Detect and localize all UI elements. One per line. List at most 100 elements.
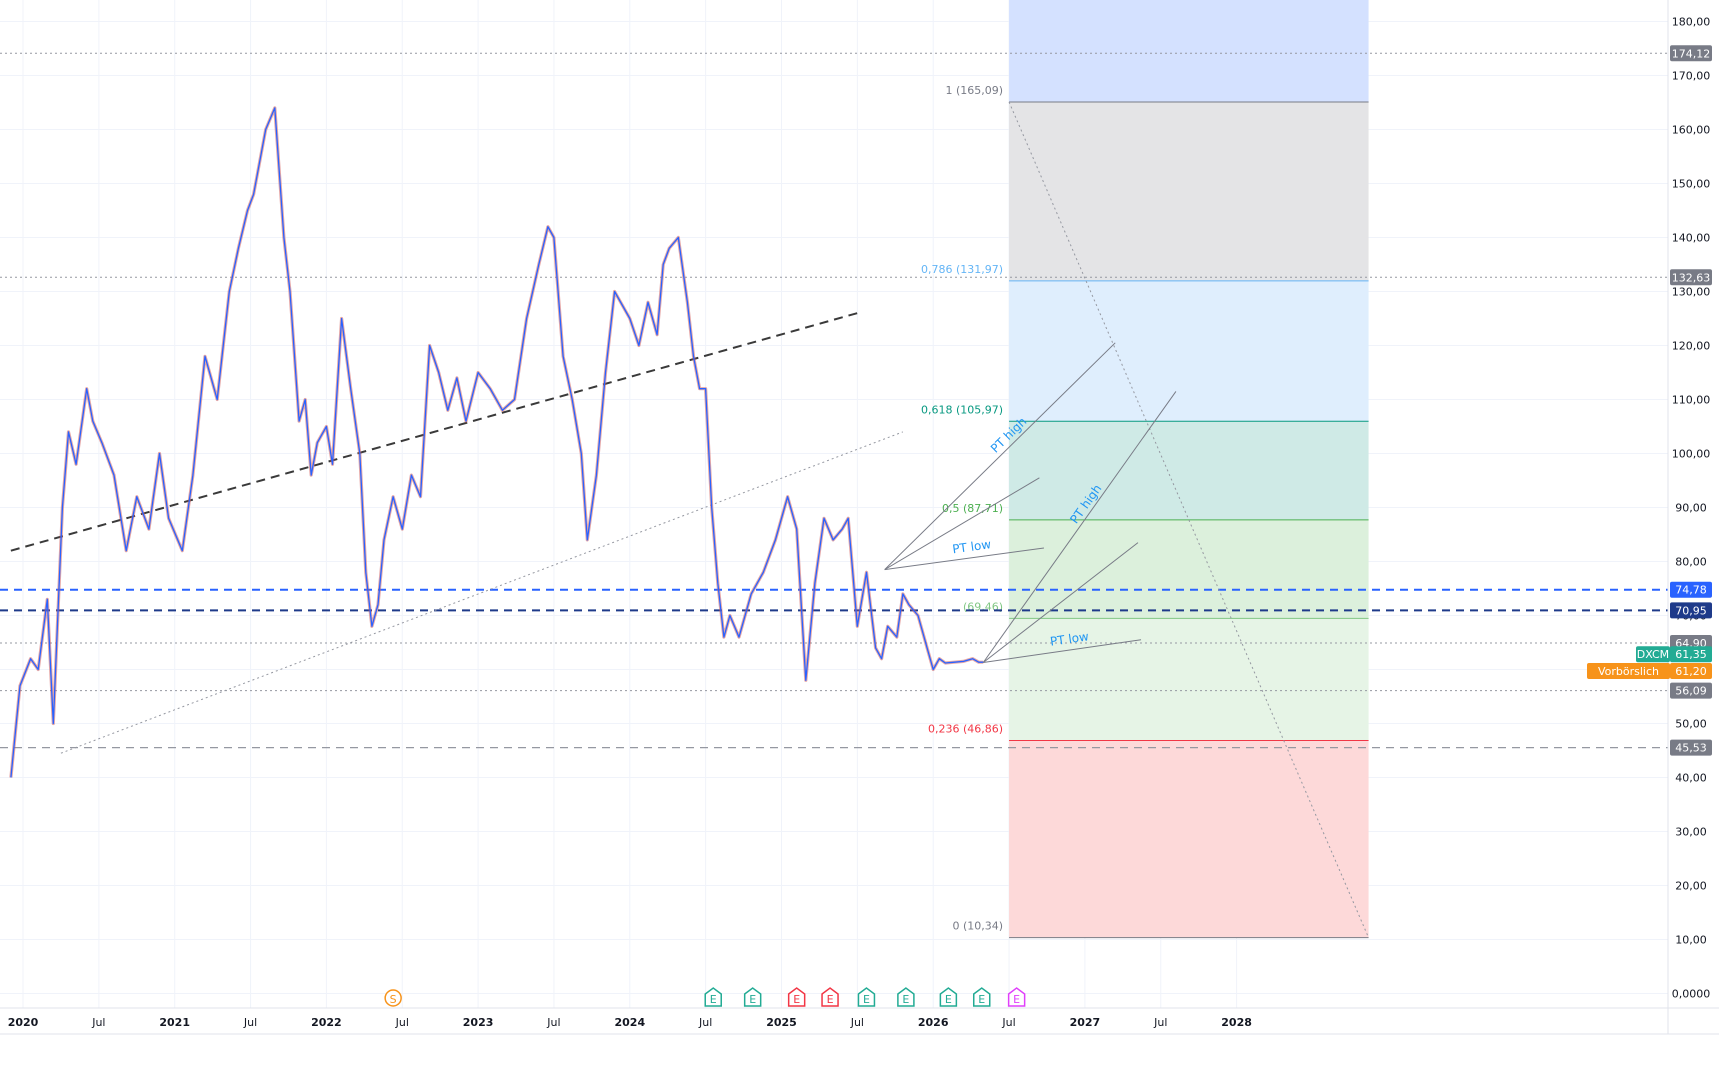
price-axis-tick-label: 80,00 <box>1675 556 1707 569</box>
earnings-icon[interactable] <box>939 987 958 1007</box>
event-marker-label: S <box>390 993 397 1006</box>
horizontal-levels[interactable] <box>0 52 1668 749</box>
time-axis-tick-label: 2020 <box>8 1016 39 1029</box>
price-level-badge-label: 56,09 <box>1675 685 1707 698</box>
price-axis-tick-label: 20,00 <box>1675 880 1707 893</box>
time-axis-tick-label: Jul <box>243 1016 257 1029</box>
fib-zone <box>1009 280 1369 422</box>
time-axis-tick-label: Jul <box>1153 1016 1167 1029</box>
fib-level-label: 0,236 (46,86) <box>928 722 1003 735</box>
time-axis-tick-label: Jul <box>1001 1016 1015 1029</box>
fib-zone <box>1009 740 1369 938</box>
event-marker-label: E <box>749 993 756 1006</box>
time-axis-tick-label: 2026 <box>918 1016 949 1029</box>
earnings-icon[interactable] <box>743 987 762 1007</box>
price-axis-tick-label: 90,00 <box>1675 502 1707 515</box>
projection-label: PT low <box>952 537 993 556</box>
projection-line[interactable] <box>884 547 1045 571</box>
price-axis-tick-label: 30,00 <box>1675 826 1707 839</box>
fib-retracement[interactable]: 1 (165,09) 0,786 (131,97) 0,618 (105,97) 0,… <box>921 0 1369 939</box>
event-marker-label: E <box>945 993 952 1006</box>
fib-level-label: 0,618 (105,97) <box>921 403 1003 416</box>
time-axis-tick-label: 2024 <box>614 1016 645 1029</box>
time-axis-tick-label: 2025 <box>766 1016 797 1029</box>
event-marker-label: E <box>793 993 800 1006</box>
price-series-line[interactable] <box>10 107 984 778</box>
trendlines[interactable] <box>10 101 1370 938</box>
event-marker-label: E <box>863 993 870 1006</box>
fib-zone <box>1009 618 1369 741</box>
time-axis-tick-label: Jul <box>850 1016 864 1029</box>
trendline[interactable] <box>1008 101 1370 938</box>
time-axis-tick-label: 2022 <box>311 1016 342 1029</box>
price-tag-value: 61,20 <box>1675 665 1707 678</box>
time-axis-tick-label: Jul <box>91 1016 105 1029</box>
price-level-badge <box>1670 602 1712 619</box>
price-level-badge-label: 174,12 <box>1672 47 1711 60</box>
projection-line[interactable] <box>884 477 1040 571</box>
price-level-badge-label: 74,78 <box>1675 584 1707 597</box>
fib-level-label: 0,5 (87,71) <box>942 502 1003 515</box>
price-axis-tick-label: 160,00 <box>1672 124 1711 137</box>
price-axis-tick-label: 50,00 <box>1675 718 1707 731</box>
price-tag-name-box <box>1636 646 1670 663</box>
price-axis-tick-label: 150,00 <box>1672 178 1711 191</box>
fib-level-label: 0 (10,34) <box>952 920 1003 933</box>
price-tag-name-box <box>1587 663 1670 680</box>
price-axis-tick-label: 130,00 <box>1672 286 1711 299</box>
price-axis[interactable]: 180,00 170,00 160,00 150,00 140,00 130,00 120,… <box>1587 0 1712 1034</box>
dividend-icon[interactable] <box>384 989 402 1007</box>
fib-zone <box>1009 421 1369 520</box>
price-level-badge-label: 45,53 <box>1675 742 1707 755</box>
time-axis-tick-label: 2021 <box>159 1016 190 1029</box>
earnings-icon[interactable] <box>857 987 876 1007</box>
price-tag-name: Vorbörslich <box>1598 665 1659 678</box>
earnings-icon[interactable] <box>897 987 915 1007</box>
fib-level-label: 1 (165,09) <box>945 84 1003 97</box>
price-level-badge-label: 132,63 <box>1672 271 1711 284</box>
price-level-badge <box>1670 581 1712 598</box>
grid <box>0 0 1668 1008</box>
projection-line[interactable] <box>983 639 1142 663</box>
trendline[interactable] <box>10 312 858 552</box>
fib-level-label: (69,46) <box>963 600 1003 613</box>
time-axis-tick-label: 2023 <box>463 1016 494 1029</box>
price-level-badge <box>1670 45 1712 62</box>
time-axis-tick-label: 2027 <box>1070 1016 1101 1029</box>
price-tag-value-box <box>1670 663 1712 680</box>
price-level-badge-label: 70,95 <box>1675 604 1707 617</box>
earnings-icon[interactable] <box>821 987 839 1007</box>
time-axis[interactable]: 2020 Jul 2021 Jul 2022 Jul 2023 Jul 2024 Jul 2025 J… <box>0 1007 1719 1035</box>
time-axis-tick-label: Jul <box>698 1016 712 1029</box>
price-level-badge <box>1670 269 1712 286</box>
projection-line[interactable] <box>982 542 1139 663</box>
time-axis-tick-label: 2028 <box>1221 1016 1252 1029</box>
price-tag-name: DXCM <box>1637 648 1669 661</box>
earnings-icon[interactable] <box>704 987 722 1007</box>
trendline[interactable] <box>60 431 904 754</box>
price-level-badge <box>1670 739 1712 756</box>
earnings-icon[interactable] <box>972 987 991 1007</box>
earnings-icon[interactable] <box>787 987 806 1007</box>
projection-line[interactable] <box>884 342 1116 570</box>
projection-line[interactable] <box>982 391 1177 663</box>
event-marker-label: E <box>827 993 834 1006</box>
fib-zone <box>1009 519 1369 619</box>
time-axis-tick-label: Jul <box>395 1016 409 1029</box>
event-marker-label: E <box>1013 993 1020 1006</box>
fib-zone <box>1009 0 1369 103</box>
price-series[interactable] <box>9 106 984 778</box>
price-axis-tick-label: 0,0000 <box>1672 988 1711 1001</box>
event-marker-label: E <box>978 993 985 1006</box>
price-axis-tick-label: 140,00 <box>1672 232 1711 245</box>
fib-level-label: 0,786 (131,97) <box>921 263 1003 276</box>
price-axis-tick-label: 100,00 <box>1672 448 1711 461</box>
price-level-badge <box>1670 682 1712 699</box>
price-series-shadow <box>9 106 984 778</box>
price-tag-value: 61,35 <box>1675 648 1707 661</box>
earnings-icon[interactable] <box>1007 987 1026 1007</box>
fib-zone <box>1009 102 1369 281</box>
